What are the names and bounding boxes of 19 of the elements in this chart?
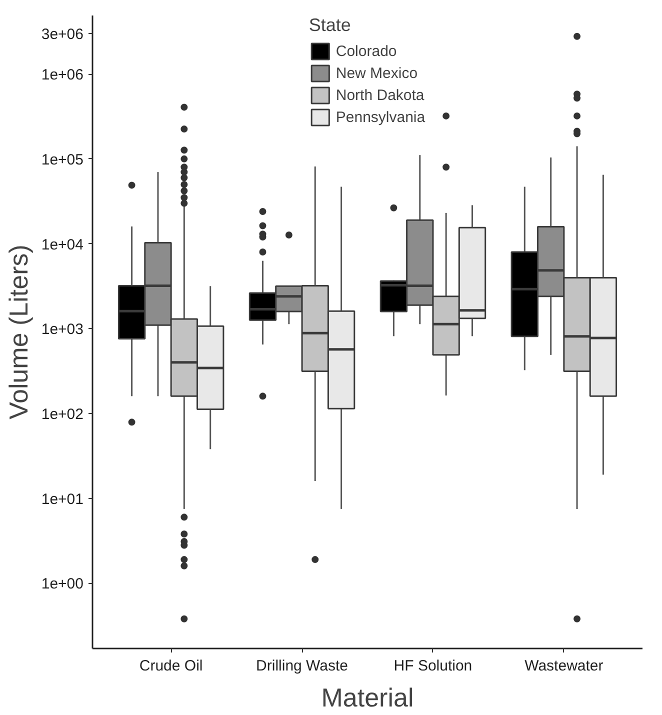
- y-tick-label: 1e+04: [41, 236, 84, 254]
- legend-label: Colorado: [336, 42, 397, 60]
- y-tick-label: 1e+05: [41, 151, 84, 168]
- y-axis-title: Volume (Liters): [3, 244, 34, 420]
- legend-label: Pennsylvania: [336, 108, 426, 126]
- x-tick-label: Wastewater: [524, 658, 604, 674]
- x-axis-title: Material: [321, 682, 414, 712]
- x-tick-label: HF Solution: [394, 658, 472, 674]
- x-tick-label: Drilling Waste: [256, 658, 348, 674]
- y-tick-label: 1e+06: [41, 66, 84, 84]
- legend-title: State: [308, 15, 352, 36]
- y-tick-label: 1e+03: [41, 321, 84, 338]
- y-tick-label: 1e+02: [41, 406, 84, 423]
- x-tick-label: Crude Oil: [139, 658, 203, 674]
- y-tick-label: 3e+06: [41, 26, 84, 44]
- legend-label: New Mexico: [336, 64, 418, 82]
- legend-label: North Dakota: [336, 86, 424, 104]
- y-tick-label: 1e+01: [41, 490, 84, 508]
- y-tick-label: 1e+00: [41, 576, 84, 593]
